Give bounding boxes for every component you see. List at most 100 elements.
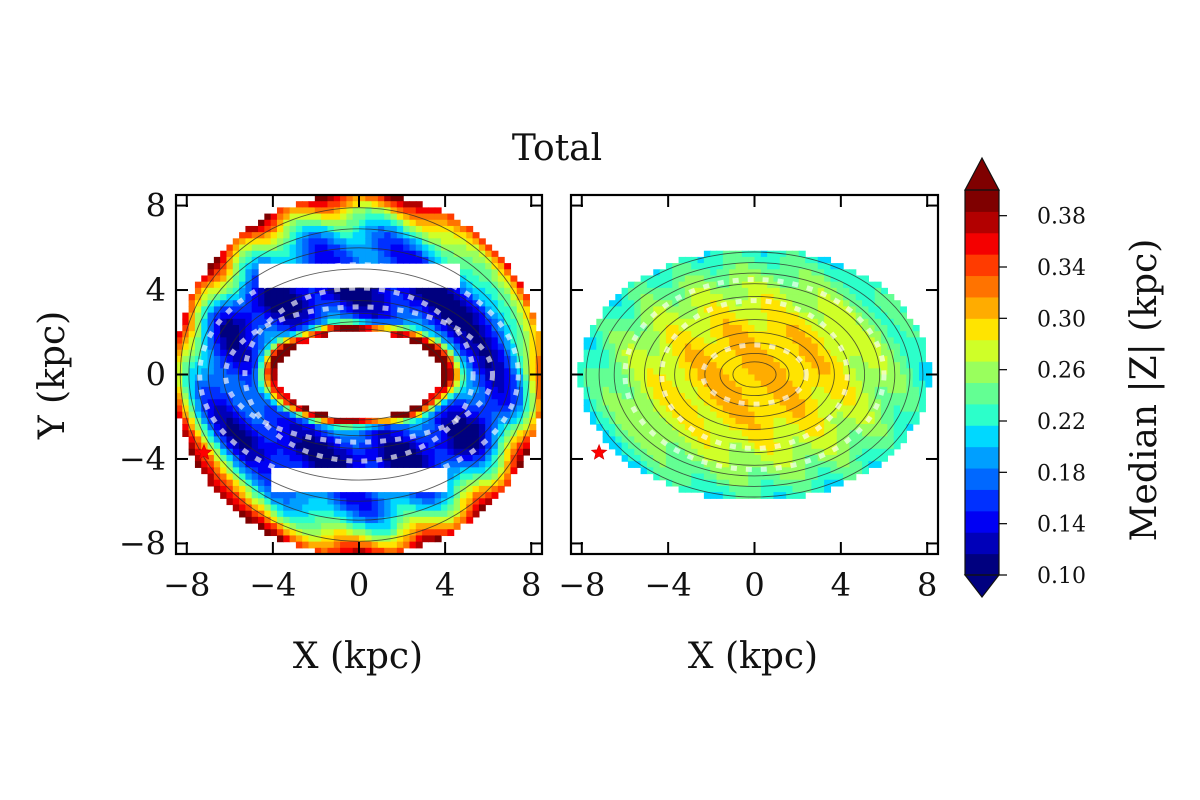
heatmap-cell [792,405,800,413]
heatmap-cell [773,269,781,277]
heatmap-cell [659,281,667,289]
heatmap-cell [182,362,190,369]
heatmap-cell [365,324,373,332]
heatmap-cell [188,337,196,345]
heatmap-cell [359,454,366,462]
heatmap-cell [716,467,724,475]
heatmap-cell [321,547,329,554]
heatmap-cell [258,399,265,407]
heatmap-cell [716,454,724,462]
heatmap-cell [862,312,869,320]
heatmap-cell [283,324,291,332]
heatmap-cell [640,331,648,338]
heatmap-cell [422,238,430,246]
heatmap-cell [646,436,654,444]
heatmap-cell [504,380,512,388]
heatmap-cell [226,318,234,326]
heatmap-cell [862,374,869,382]
heatmap-cell [868,448,876,456]
heatmap-cell [194,368,202,376]
heatmap-cell [321,225,329,233]
heatmap-cell [729,380,737,388]
heatmap-cell [748,337,756,345]
heatmap-cell [314,547,322,554]
heatmap-cell [817,467,825,475]
heatmap-cell [434,430,442,437]
heatmap-cell [798,393,806,400]
heatmap-cell [703,312,711,320]
heatmap-cell [270,399,278,407]
heatmap-cell [786,467,794,475]
heatmap-cell [245,269,253,277]
heatmap-cell [722,324,730,332]
heatmap-cell [239,510,247,518]
heatmap-cell [409,331,417,338]
heatmap-cell [441,417,448,425]
heatmap-cell [182,368,190,376]
heatmap-cell [409,405,417,413]
heatmap-cell [314,256,322,264]
heatmap-cell [226,399,234,407]
heatmap-cell [251,510,259,518]
heatmap-cell [602,324,610,332]
heatmap-cell [403,331,411,338]
heatmap-cell [919,405,926,413]
heatmap-cell [798,269,806,277]
heatmap-cell [213,461,221,468]
heatmap-cell [887,380,895,388]
heatmap-cell [308,300,316,308]
heatmap-cell [735,355,743,363]
heatmap-cell [276,225,284,233]
heatmap-cell [697,430,705,437]
heatmap-cell [409,213,417,221]
heatmap-cell [409,516,417,524]
heatmap-cell [409,492,417,499]
heatmap-cell [729,312,737,320]
heatmap-cell [843,417,851,425]
heatmap-cell [925,374,933,382]
heatmap-cell [691,467,699,475]
heatmap-cell [805,473,813,481]
heatmap-cell [459,417,467,425]
heatmap-cell [608,306,616,314]
heatmap-cell [302,498,310,506]
heatmap-cell [779,473,787,481]
heatmap-cell [371,201,379,208]
heatmap-cell [226,417,234,425]
heatmap-cell [213,424,221,431]
heatmap-cell [245,485,253,493]
heatmap-cell [403,411,411,419]
heatmap-cell [672,324,680,332]
heatmap-cell [365,498,373,506]
heatmap-cell [523,324,530,332]
heatmap-cell [232,244,240,252]
heatmap-cell [466,461,474,468]
heatmap-cell [207,393,215,400]
heatmap-cell [472,306,480,314]
heatmap-cell [201,318,209,326]
heatmap-cell [716,337,724,345]
heatmap-cell [748,386,756,394]
heatmap-cell [245,393,253,400]
heatmap-cell [849,461,857,468]
heatmap-cell [485,263,493,270]
heatmap-cell [371,232,379,239]
heatmap-cell [748,250,756,258]
heatmap-cell [767,380,775,388]
heatmap-cell [703,250,711,258]
heatmap-cell [201,331,209,338]
heatmap-cell [887,399,895,407]
heatmap-cell [491,300,499,308]
heatmap-cell [207,355,215,363]
right-axes-frame [569,193,940,556]
heatmap-cell [678,337,686,345]
heatmap-cell [295,294,303,301]
heatmap-cell [434,405,442,413]
heatmap-cell [371,454,379,462]
heatmap-cell [283,492,291,499]
heatmap-cell [760,318,768,326]
heatmap-cell [504,263,512,270]
heatmap-cell [716,405,724,413]
heatmap-cell [874,430,882,437]
heatmap-cell [843,467,851,475]
